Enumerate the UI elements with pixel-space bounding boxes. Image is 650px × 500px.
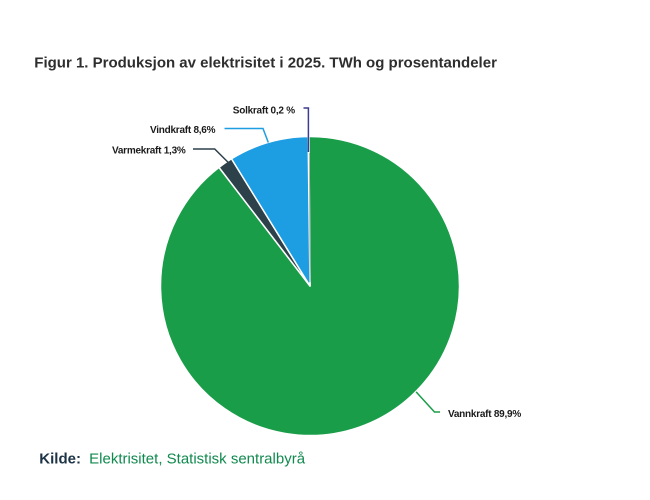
svg-text:Figur 1. Produksjon av elektri: Figur 1. Produksjon av elektrisitet i 20… — [34, 54, 497, 71]
svg-text:Solkraft 0,2 %: Solkraft 0,2 % — [233, 106, 295, 117]
svg-text:Vindkraft 8,6%: Vindkraft 8,6% — [150, 125, 216, 136]
svg-text:Vannkraft 89,9%: Vannkraft 89,9% — [448, 409, 521, 420]
svg-text:Varmekraft 1,3%: Varmekraft 1,3% — [112, 145, 186, 156]
svg-text:Kilde: Elektrisitet, Statistis: Kilde: Elektrisitet, Statistisk sentralb… — [39, 451, 305, 468]
